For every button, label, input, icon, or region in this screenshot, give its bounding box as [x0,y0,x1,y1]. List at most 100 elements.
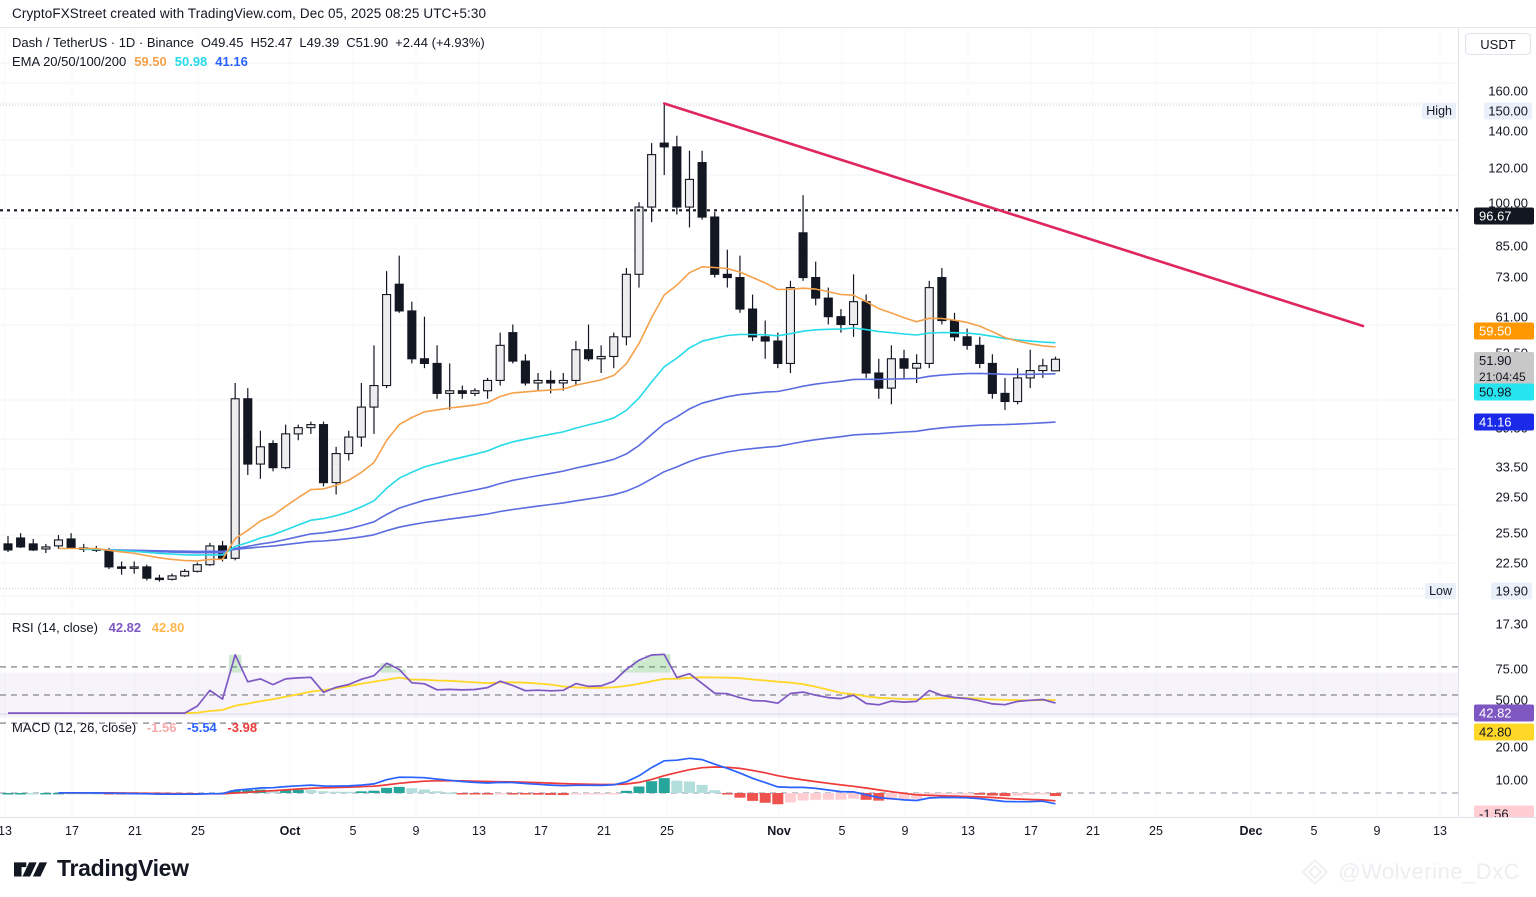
candle[interactable] [16,533,26,548]
candle[interactable] [975,336,985,369]
candle[interactable] [1050,356,1061,372]
candle[interactable] [445,363,455,410]
candle[interactable] [407,301,417,364]
candle[interactable] [1025,349,1035,389]
candle[interactable] [331,446,341,495]
candle[interactable] [293,424,303,441]
candle[interactable] [659,103,669,176]
candle-body [912,362,922,369]
candle[interactable] [949,312,960,342]
candle[interactable] [192,562,202,573]
candle[interactable] [318,421,329,487]
price-plot-area[interactable] [0,28,1458,817]
candle[interactable] [154,574,164,582]
macd-histogram-bar [734,793,746,798]
candle[interactable] [735,255,745,313]
candle[interactable] [520,354,530,386]
candle[interactable] [987,354,997,399]
candle-body [949,320,960,338]
candle[interactable] [748,294,758,342]
candle[interactable] [66,533,76,549]
candle[interactable] [142,564,152,581]
candle[interactable] [268,440,278,472]
macd-histogram-bar [936,793,948,795]
candle[interactable] [281,424,291,470]
candle[interactable] [924,280,934,369]
candle-body [634,206,644,275]
candle-body [344,436,354,455]
candle[interactable] [306,421,316,434]
tradingview-logo[interactable]: TradingView [14,855,189,882]
candle[interactable] [785,280,795,374]
candle[interactable] [243,388,253,476]
candle[interactable] [394,255,404,313]
candle[interactable] [558,373,568,391]
candle[interactable] [571,341,581,386]
macd-histogram-bar [444,792,456,795]
candle[interactable] [457,385,467,399]
candle[interactable] [886,345,896,405]
candle[interactable] [697,150,707,220]
candle[interactable] [634,202,644,288]
candle[interactable] [609,332,619,369]
candle[interactable] [1000,377,1010,410]
candle[interactable] [41,543,51,554]
candle[interactable] [382,271,392,389]
price-axis[interactable]: USDT 160.00 150.00 140.00 120.00 100.00 85.00… [1458,28,1536,842]
candle[interactable] [369,345,379,434]
candle[interactable] [230,382,240,561]
candle[interactable] [129,561,139,574]
candle[interactable] [798,195,808,281]
macd-histogram-bar [822,793,834,800]
candle[interactable] [1038,358,1048,378]
candle-body [773,340,783,364]
macd-histogram-bar [709,790,721,793]
candle[interactable] [470,388,480,397]
candle[interactable] [811,261,821,306]
candle[interactable] [255,430,265,479]
candle[interactable] [28,538,38,551]
candle[interactable] [432,345,442,399]
downtrend-line[interactable] [662,102,1365,328]
candle[interactable] [861,294,871,378]
candle[interactable] [937,267,947,325]
rsi-value-label: 42.82 [1474,704,1534,722]
candle[interactable] [647,143,657,223]
candle[interactable] [823,287,833,325]
candle-body [508,332,518,362]
candle[interactable] [760,320,770,359]
candle[interactable] [596,345,606,374]
candle[interactable] [53,535,64,549]
candle-body [798,232,808,279]
candle-body [407,310,417,360]
candle[interactable] [533,373,543,391]
macd-histogram-bar [330,791,342,794]
candle[interactable] [710,211,720,278]
tradingview-mark-icon [14,861,48,877]
candle[interactable] [356,382,366,447]
candle[interactable] [684,150,695,228]
time-axis[interactable]: 13 17 21 25 Oct 5 9 13 17 21 25 Nov 5 9 13 17 21 25 Dec 5 9 1… [0,817,1536,845]
candle[interactable] [508,324,518,364]
candle-body [975,344,985,364]
candle[interactable] [621,267,631,346]
candle[interactable] [419,316,430,369]
candle-body [457,390,467,394]
time-tick: 13 [961,824,975,838]
candle[interactable] [495,332,505,386]
candle[interactable] [899,349,909,378]
candle[interactable] [117,561,127,575]
candle[interactable] [583,324,594,362]
macd-histogram-bar [683,781,695,793]
candle[interactable] [962,328,972,350]
macd-histogram-bar [595,793,607,795]
candle[interactable] [672,135,682,215]
candle[interactable] [848,274,859,337]
candle[interactable] [180,569,190,578]
candle[interactable] [344,430,354,461]
candle[interactable] [3,536,13,553]
candle[interactable] [483,377,493,399]
candle[interactable] [773,332,783,369]
candle-body [647,154,657,208]
candle[interactable] [167,573,177,581]
